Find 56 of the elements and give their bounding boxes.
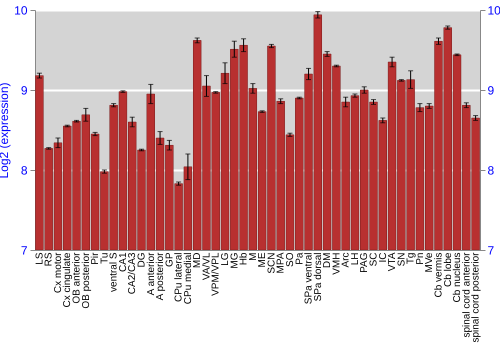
x-tick-label: Tg: [406, 252, 417, 264]
x-tick-label: A anterior: [146, 252, 157, 296]
x-tick-label: CA1: [118, 252, 129, 272]
x-tick-label: MVe: [424, 252, 436, 273]
x-tick-label: CA2/CA3: [127, 252, 138, 294]
x-tick-label: VPM/VPL: [210, 252, 222, 296]
x-tick-label: OB posterior: [80, 252, 92, 309]
y2-tick-label: 9: [488, 84, 494, 98]
x-tick-label: RS: [44, 252, 55, 266]
x-tick-label: Cb vermis: [433, 252, 444, 298]
x-tick-label: M: [248, 252, 259, 261]
x-tick-label: ME: [257, 252, 268, 268]
x-tick-label: A posterior: [155, 252, 166, 300]
x-tick-label: Hb: [238, 252, 250, 266]
x-tick-label: LS: [34, 252, 46, 265]
x-tick-label: CPu lateral: [174, 252, 185, 302]
y2-tick-label: 10: [488, 4, 500, 18]
x-tick-label: Pir: [90, 252, 102, 265]
x-tick-label: CPu medial: [182, 252, 194, 304]
x-tick-label: SCN: [266, 252, 278, 274]
y-tick-label: 10: [14, 4, 28, 18]
x-tick-label: ventral S: [108, 252, 120, 292]
x-tick-label: VTA: [387, 252, 398, 272]
x-tick-label: MPA: [276, 252, 287, 274]
x-tick-label: Arc: [340, 252, 352, 268]
y-tick-label: 7: [20, 244, 28, 258]
x-tick-label: MG: [229, 252, 240, 269]
x-tick-label: MD: [192, 252, 204, 268]
x-tick-label: SC: [368, 252, 380, 266]
x-tick-label: spinal cord anterior: [461, 252, 472, 338]
x-tick-label: SPa dorsal: [312, 252, 324, 302]
x-tick-label: SN: [396, 252, 408, 266]
x-tick-label: spinal cord posterior: [470, 252, 482, 343]
x-tick-label: OB anterior: [72, 252, 83, 304]
x-tick-label: PAG: [359, 252, 370, 273]
x-tick-label: SO: [284, 252, 296, 267]
x-tick-label: Cb lobe: [442, 252, 454, 287]
y2-tick-label: 8: [488, 164, 494, 178]
x-tick-label: DM: [322, 252, 334, 268]
x-tick-label: Cx cingulate: [62, 252, 74, 308]
x-tick-label: Cx motor: [52, 252, 64, 294]
x-tick-label: VMH: [331, 252, 342, 275]
x-tick-label: SPa ventral: [304, 252, 315, 304]
x-tick-label: VA/VL: [201, 252, 212, 280]
x-tick-label: DG: [136, 252, 148, 268]
x-tick-label: Tu: [99, 252, 110, 264]
x-tick-label: Pn: [414, 252, 426, 265]
x-tick-label: LG: [220, 252, 232, 266]
y2-tick-label: 7: [488, 244, 494, 258]
x-tick-label: LH: [350, 252, 361, 266]
x-tick-label: Cb nucleus: [452, 252, 464, 303]
x-tick-label: IC: [378, 252, 389, 262]
x-tick-label: GP: [164, 252, 176, 267]
x-tick-label: Pa: [294, 252, 306, 265]
y-tick-label: 8: [20, 164, 28, 178]
y-tick-label: 9: [20, 84, 28, 98]
